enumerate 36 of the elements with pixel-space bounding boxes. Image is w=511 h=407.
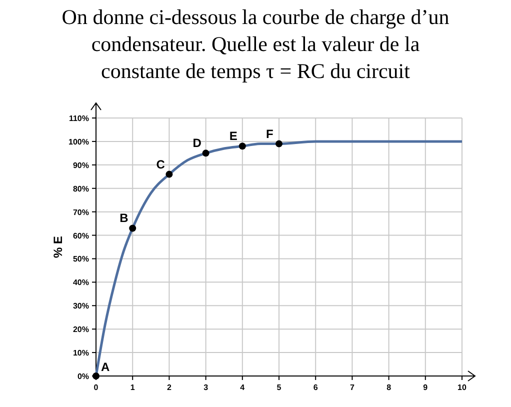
x-tick-label: 2 (166, 383, 172, 392)
y-tick-label: 30% (72, 302, 89, 311)
x-tick-label: 7 (350, 383, 355, 392)
x-tick-label: 9 (423, 383, 428, 392)
y-tick-label: 90% (72, 160, 89, 170)
annotation: B (120, 211, 129, 226)
y-tick-label: 0% (77, 372, 89, 381)
y-tick-label: 80% (72, 184, 89, 194)
x-tick-label: 0 (94, 383, 99, 392)
y-tick-label: 60% (72, 231, 89, 240)
y-axis-title: % E (51, 236, 65, 258)
x-tick-label: 10 (458, 383, 467, 392)
y-tick-label: 10% (72, 348, 89, 358)
annotation: C (156, 157, 166, 172)
x-tick-label: 3 (204, 383, 209, 392)
x-tick-label: 6 (313, 383, 318, 392)
point (166, 170, 173, 178)
chart-title: On donne ci-dessous la courbe de charge d’un condensateur. Quelle est la valeur de la constante de temps τ = RC du circuit (62, 5, 450, 83)
annotation: E (229, 129, 238, 144)
x-tick-label: 5 (276, 383, 282, 392)
x-tick-label: 4 (240, 383, 246, 392)
y-tick-label: 20% (72, 325, 89, 334)
x-tick-label: 8 (386, 383, 392, 392)
y-tick-label: 40% (72, 278, 89, 288)
annotation: A (101, 360, 110, 374)
point (276, 140, 282, 148)
y-tick-label: 100% (68, 137, 89, 146)
annotation: F (266, 126, 274, 141)
annotation: D (192, 136, 202, 150)
y-tick-label: 70% (72, 208, 89, 217)
point (129, 224, 136, 232)
y-tick-label: 110% (68, 114, 89, 123)
x-tick-label: 1 (130, 383, 136, 392)
point (202, 150, 210, 157)
point (238, 142, 246, 150)
y-tick-label: 50% (72, 254, 89, 264)
